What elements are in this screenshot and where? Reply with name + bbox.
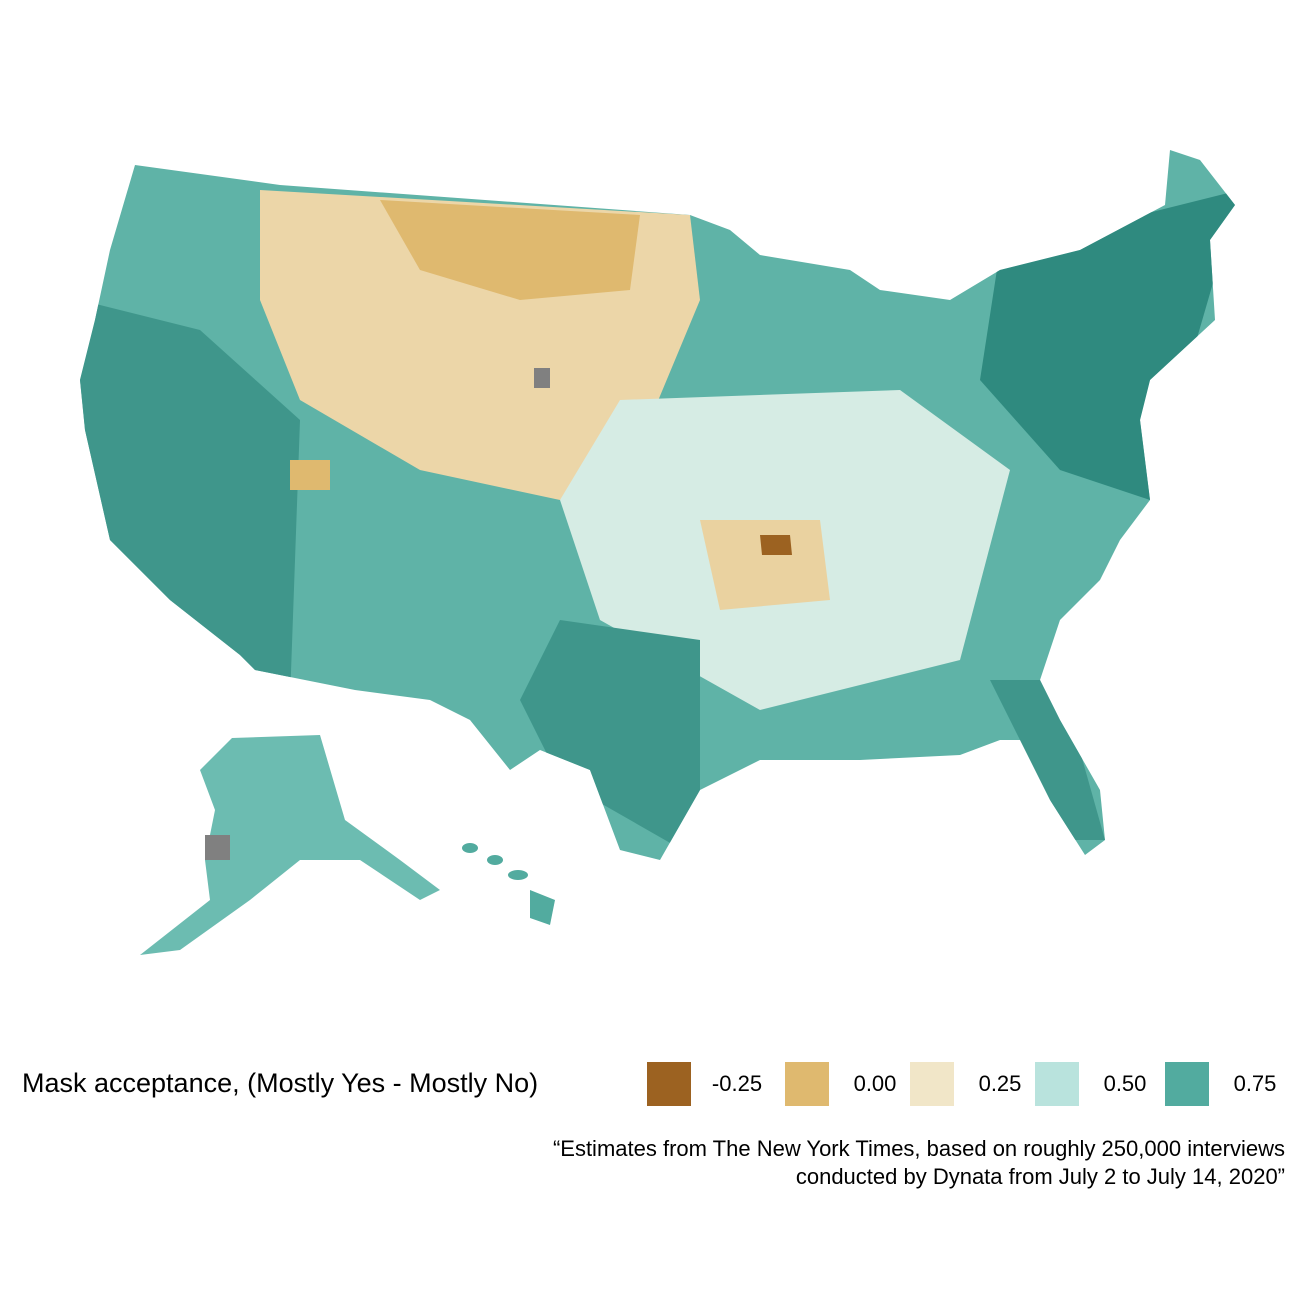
alaska-no-data bbox=[205, 835, 230, 860]
legend-label: 0.50 bbox=[1104, 1071, 1147, 1096]
alaska bbox=[140, 735, 440, 955]
region-no-data bbox=[534, 368, 550, 388]
region-spot bbox=[290, 460, 330, 490]
legend-swatch bbox=[1035, 1062, 1079, 1106]
legend-swatch bbox=[785, 1062, 829, 1106]
legend: -0.25 0.00 0.25 0.50 0.75 bbox=[647, 1062, 1276, 1106]
region-texas bbox=[520, 620, 700, 860]
region-brown bbox=[760, 535, 792, 555]
legend-swatch bbox=[1165, 1062, 1209, 1106]
legend-label: 0.25 bbox=[979, 1071, 1022, 1096]
region-kansas bbox=[700, 520, 830, 610]
island bbox=[462, 843, 478, 853]
island bbox=[487, 855, 503, 865]
hawaii bbox=[462, 843, 555, 925]
region-florida bbox=[990, 680, 1105, 840]
legend-label: 0.00 bbox=[854, 1071, 897, 1096]
region-northeast bbox=[980, 190, 1235, 500]
legend-label: -0.25 bbox=[712, 1071, 762, 1096]
legend-label: 0.75 bbox=[1234, 1071, 1277, 1096]
region-montana bbox=[380, 200, 640, 300]
caption: “Estimates from The New York Times, base… bbox=[553, 1136, 1285, 1161]
island bbox=[530, 890, 555, 925]
island bbox=[508, 870, 528, 880]
caption: conducted by Dynata from July 2 to July … bbox=[796, 1164, 1285, 1189]
legend-swatch bbox=[910, 1062, 954, 1106]
legend-title: Mask acceptance, (Mostly Yes - Mostly No… bbox=[22, 1068, 538, 1098]
legend-swatch bbox=[647, 1062, 691, 1106]
